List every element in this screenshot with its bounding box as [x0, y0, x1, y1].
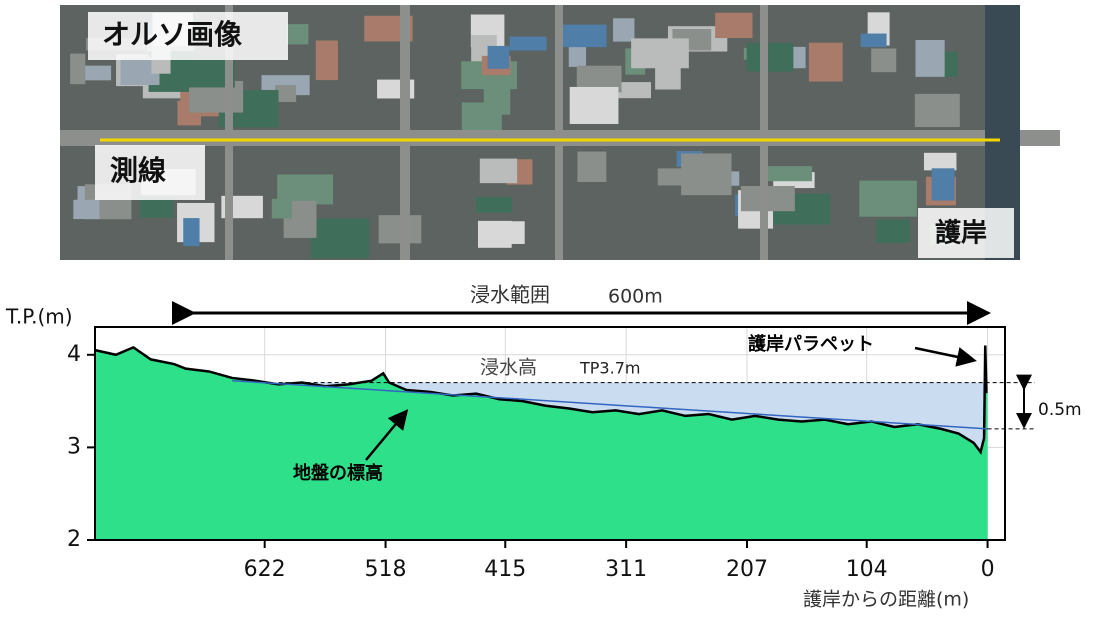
building [479, 221, 525, 244]
building [556, 24, 607, 48]
ground-arrow [365, 409, 409, 461]
trend-line [232, 379, 988, 430]
building [483, 84, 511, 115]
building [876, 219, 910, 243]
building [746, 42, 794, 72]
building [285, 24, 309, 45]
building [764, 166, 813, 182]
flood-height-value: TP3.7m [579, 359, 640, 378]
building [139, 197, 174, 218]
plot-frame [94, 326, 1006, 541]
label-box [918, 208, 1014, 258]
building [915, 39, 945, 77]
building [315, 40, 338, 81]
label-box [88, 12, 288, 60]
aerial-photo: オルソ画像 測線 護岸 [60, 5, 1060, 260]
road [760, 5, 768, 260]
road [225, 5, 233, 260]
x-tick-label: 518 [365, 557, 407, 582]
building [871, 48, 897, 73]
line-label: 測線 [110, 154, 166, 187]
building [274, 85, 297, 103]
building [931, 168, 955, 201]
building [681, 153, 732, 196]
y-tick-label: 4 [67, 342, 81, 367]
building [631, 38, 689, 69]
profile-chart: 622 518 415 311 207 104 0 2 3 4 [67, 326, 1035, 582]
flood-range-value: 600m [608, 286, 663, 308]
building [613, 18, 635, 42]
building [378, 215, 422, 244]
building [70, 53, 86, 85]
x-tick-label: 311 [605, 557, 647, 582]
x-tick-label: 104 [846, 557, 888, 582]
building [509, 36, 547, 51]
road [400, 5, 410, 260]
building [183, 218, 200, 247]
building [476, 196, 513, 213]
x-tick-label: 0 [981, 557, 995, 582]
parapet-label: 護岸パラペット [748, 333, 874, 355]
seawall-label: 護岸 [935, 218, 987, 249]
x-axis-label: 護岸からの距離(m) [803, 589, 969, 611]
building [859, 180, 917, 217]
building [577, 151, 607, 183]
building [73, 199, 100, 220]
building [487, 45, 510, 69]
difference-label: 0.5m [1038, 400, 1082, 420]
flood-range-label: 浸水範囲 [470, 283, 550, 307]
photo-title: オルソ画像 [102, 18, 243, 51]
building [715, 12, 753, 39]
ground-label: 地盤の標高 [293, 462, 383, 484]
building [569, 86, 619, 125]
y-axis-label: T.P.(m) [5, 305, 73, 329]
parapet-arrow [914, 346, 977, 367]
ground-line [94, 345, 988, 455]
road [555, 5, 563, 260]
building [808, 42, 843, 82]
y-tick-label: 3 [67, 434, 81, 459]
building [479, 158, 518, 184]
flood-height-label: 浸水高 [480, 357, 537, 379]
ground-area [95, 345, 988, 540]
label-box [95, 145, 205, 200]
building [914, 93, 960, 128]
building [271, 198, 293, 219]
building [923, 152, 957, 171]
y-tick-label: 2 [67, 527, 81, 552]
x-tick-label: 415 [484, 557, 526, 582]
x-tick-label: 622 [244, 557, 286, 582]
building [310, 218, 370, 259]
building [860, 33, 887, 48]
x-tick-label: 207 [726, 557, 768, 582]
